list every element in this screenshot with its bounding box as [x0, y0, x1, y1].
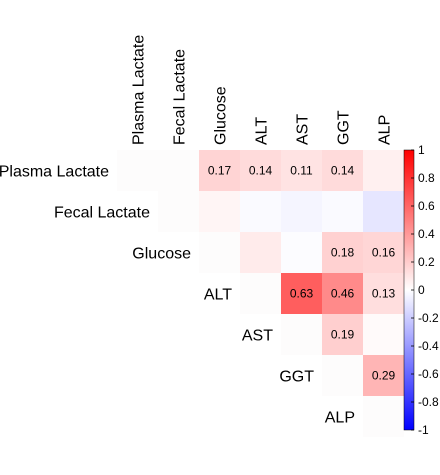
row-label: ALT: [204, 287, 232, 304]
cell-value-label: 0.63: [290, 287, 314, 301]
heatmap-cell: [281, 314, 322, 355]
heatmap-cell: [322, 314, 363, 355]
colorbar-tick-label: 0.2: [418, 255, 435, 269]
colorbar-tick-label: -0.6: [418, 367, 439, 381]
cell-value-label: 0.29: [372, 369, 396, 383]
heatmap-cell: [322, 150, 363, 191]
row-label: AST: [242, 328, 273, 345]
column-label: ALP: [377, 115, 394, 145]
colorbar-tick-label: -0.8: [418, 395, 439, 409]
cell-value-label: 0.18: [331, 246, 355, 260]
heatmap-cell: [158, 191, 199, 232]
cell-value-labels: 0.17 0.14 0.11 0.14 0.18 0.16 0.63 0.46 0.13 0.19…: [208, 164, 396, 383]
heatmap-cell: [322, 232, 363, 273]
heatmap-cell: [322, 273, 363, 314]
heatmap-cell: [363, 191, 404, 232]
heatmap-cell: [199, 232, 240, 273]
heatmap-cell: [363, 150, 404, 191]
colorbar: 1 0.8 0.6 0.4 0.2 0 -0.2 -0.4 -0.6 -0.8 -1: [403, 143, 439, 437]
cell-value-label: 0.16: [372, 246, 396, 260]
colorbar-tick-label: 0.6: [418, 199, 435, 213]
cell-value-label: 0.13: [372, 287, 396, 301]
heatmap-cell: [322, 191, 363, 232]
colorbar-tick-label: 0: [418, 283, 425, 297]
column-label: ALT: [254, 117, 271, 145]
heatmap-cell: [281, 150, 322, 191]
row-label: Glucose: [132, 246, 191, 263]
heatmap-cell: [281, 191, 322, 232]
cell-value-label: 0.14: [249, 164, 273, 178]
row-label: Plasma Lactate: [0, 164, 109, 181]
heatmap-cell: [363, 314, 404, 355]
heatmap-cells: [117, 150, 404, 437]
row-label: Fecal Lactate: [54, 205, 150, 222]
heatmap-cell: [240, 150, 281, 191]
colorbar-tick-label: -1: [418, 423, 429, 437]
colorbar-tick-label: -0.4: [418, 339, 439, 353]
column-label: GGT: [336, 110, 353, 145]
heatmap-cell: [363, 232, 404, 273]
heatmap-cell: [199, 150, 240, 191]
colorbar-tick-label: 1: [418, 143, 425, 157]
heatmap-cell: [158, 150, 199, 191]
cell-value-label: 0.19: [331, 328, 355, 342]
cell-value-label: 0.17: [208, 164, 232, 178]
heatmap-cell: [117, 150, 158, 191]
colorbar-tick-label: 0.4: [418, 227, 435, 241]
row-labels: Plasma Lactate Fecal Lactate Glucose ALT AST…: [0, 164, 355, 427]
heatmap-cell: [240, 232, 281, 273]
heatmap-cell: [363, 355, 404, 396]
heatmap-cell: [240, 273, 281, 314]
heatmap-cell: [322, 355, 363, 396]
heatmap-cell: [240, 191, 281, 232]
heatmap-cell: [363, 273, 404, 314]
column-label: Glucose: [213, 86, 230, 145]
heatmap-cell: [281, 232, 322, 273]
column-labels: Plasma Lactate Fecal Lactate Glucose ALT AST…: [131, 35, 394, 145]
row-label: ALP: [325, 410, 355, 427]
row-label: GGT: [279, 369, 314, 386]
heatmap-cell: [199, 191, 240, 232]
cell-value-label: 0.46: [331, 287, 355, 301]
colorbar-tick-label: -0.2: [418, 311, 439, 325]
heatmap-cell: [363, 396, 404, 437]
column-label: AST: [295, 114, 312, 145]
column-label: Fecal Lactate: [172, 49, 189, 145]
column-label: Plasma Lactate: [131, 35, 148, 145]
colorbar-tick-label: 0.8: [418, 171, 435, 185]
heatmap-cell: [281, 273, 322, 314]
cell-value-label: 0.14: [331, 164, 355, 178]
cell-value-label: 0.11: [290, 164, 313, 178]
